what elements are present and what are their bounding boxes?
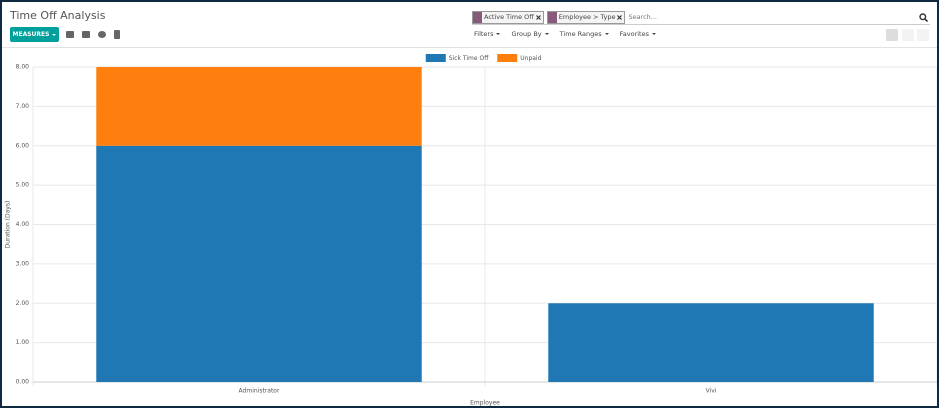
facet-icon (547, 11, 557, 23)
y-tick-label: 4.00 (16, 221, 30, 228)
y-tick-label: 8.00 (16, 64, 30, 71)
legend-swatch (425, 54, 446, 62)
divider (2, 47, 937, 48)
graph-view-button[interactable] (886, 29, 898, 41)
bar (96, 145, 422, 382)
y-tick-label: 6.00 (16, 142, 30, 149)
caret (496, 33, 501, 35)
remove-icon[interactable] (535, 14, 541, 20)
legend-swatch (497, 54, 518, 62)
bar (548, 303, 874, 382)
remove-icon[interactable] (617, 14, 623, 20)
stack-button[interactable] (114, 30, 120, 39)
facet-icon (473, 11, 482, 23)
filters-menu[interactable]: Filters (474, 30, 501, 38)
y-tick-label: 3.00 (16, 260, 30, 267)
search-icon[interactable] (919, 13, 928, 22)
pivot-view-button[interactable] (902, 29, 914, 41)
x-tick-label: Vivi (706, 388, 717, 395)
measures-button[interactable]: MEASURES (10, 27, 59, 42)
y-axis-label: Duration (Days) (5, 201, 12, 249)
legend-label: Sick Time Off (449, 55, 489, 62)
time-ranges-menu[interactable]: Time Ranges (560, 30, 609, 38)
time-ranges-label: Time Ranges (559, 30, 602, 38)
page-title: Time Off Analysis (10, 9, 106, 22)
y-tick-label: 7.00 (16, 103, 30, 110)
measures-label: MEASURES (12, 31, 50, 38)
list-view-button[interactable] (917, 29, 929, 41)
group-by-label: Group By (511, 30, 542, 38)
search-bar[interactable]: Active Time Off Employee > Type Search..… (472, 10, 930, 25)
y-tick-label: 0.00 (16, 379, 30, 386)
favorites-label: Favorites (619, 30, 649, 38)
caret (52, 33, 57, 36)
y-tick-label: 1.00 (16, 339, 30, 346)
caret (652, 33, 656, 35)
favorites-menu[interactable]: Favorites (620, 30, 656, 38)
caret (544, 33, 549, 35)
search-placeholder[interactable]: Search... (628, 13, 657, 21)
facet-label: Employee > Type (558, 13, 616, 21)
x-axis-label: Employee (470, 400, 500, 407)
facet[interactable]: Employee > Type (546, 10, 626, 24)
search-panel: Filters Group By Time Ranges Favorites (474, 30, 656, 38)
y-tick-label: 5.00 (16, 182, 30, 189)
pie-chart-button[interactable] (98, 31, 106, 38)
bar-chart-button[interactable] (66, 31, 74, 38)
x-tick-label: Administrator (239, 388, 280, 395)
bar (96, 67, 422, 146)
y-tick-label: 2.00 (16, 300, 30, 307)
facet-label: Active Time Off (484, 13, 534, 21)
caret (604, 33, 609, 35)
group-by-menu[interactable]: Group By (511, 30, 549, 38)
filters-label: Filters (474, 30, 494, 38)
facet[interactable]: Active Time Off (472, 10, 544, 24)
legend-label: Unpaid (520, 55, 541, 62)
line-chart-button[interactable] (82, 31, 90, 38)
